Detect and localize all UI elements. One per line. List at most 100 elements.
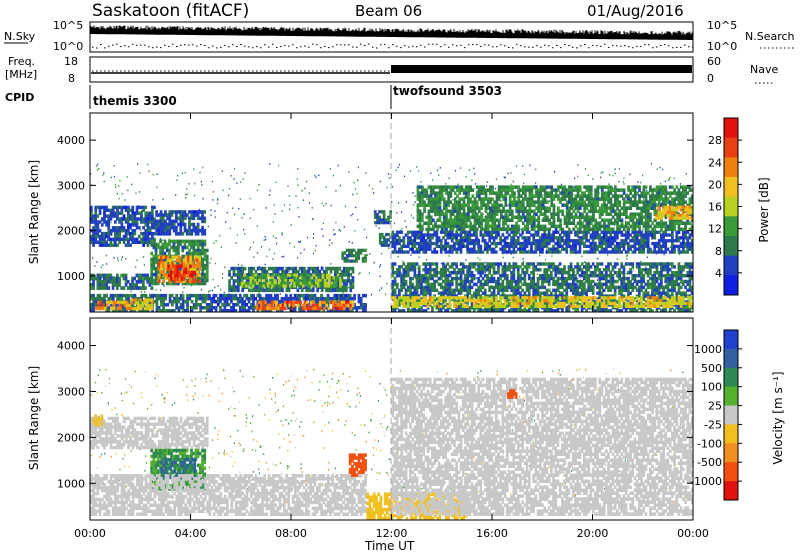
heatmap-cell xyxy=(321,289,324,293)
heatmap-cell xyxy=(162,271,165,275)
scatter-cell xyxy=(352,194,353,196)
heatmap-cell xyxy=(482,286,485,289)
heatmap-cell xyxy=(164,240,167,244)
heatmap-cell xyxy=(150,243,153,247)
scatter-cell xyxy=(365,172,366,174)
scatter-cell xyxy=(322,203,323,205)
scatter-cell xyxy=(352,242,353,244)
heatmap-cell xyxy=(405,280,408,283)
scatter-cell xyxy=(139,172,140,174)
heatmap-cell xyxy=(433,296,436,299)
heatmap-cell xyxy=(155,246,158,250)
heatmap-cell xyxy=(107,220,110,223)
heatmap-cell xyxy=(195,300,198,304)
scatter-cell xyxy=(350,215,351,217)
heatmap-cell xyxy=(107,235,110,238)
nsearch-series xyxy=(92,44,694,48)
scatter-cell xyxy=(633,269,634,271)
scatter-cell xyxy=(651,163,652,165)
heatmap-cell xyxy=(168,249,171,253)
scatter-cell xyxy=(303,199,304,201)
heatmap-cell xyxy=(535,265,538,268)
heatmap-cell xyxy=(116,209,119,212)
scatter-cell xyxy=(366,237,367,239)
heatmap-cell xyxy=(616,280,619,283)
heatmap-cell xyxy=(97,226,100,229)
scatter-cell xyxy=(475,183,476,185)
heatmap-cell xyxy=(181,249,184,253)
heatmap-cell xyxy=(524,280,527,283)
scatter-cell xyxy=(266,207,267,209)
scatter-cell xyxy=(289,209,290,211)
scatter-cell xyxy=(297,257,298,259)
heatmap-cell xyxy=(484,292,487,295)
heatmap-cell xyxy=(319,273,322,277)
heatmap-cell xyxy=(127,212,130,215)
scatter-cell xyxy=(665,181,666,183)
heatmap-cell xyxy=(184,226,187,230)
heatmap-cell xyxy=(99,229,102,232)
heatmap-cell xyxy=(607,268,610,271)
heatmap-cell xyxy=(164,246,167,250)
heatmap-cell xyxy=(407,271,410,274)
scatter-cell xyxy=(238,264,239,266)
heatmap-cell xyxy=(158,265,161,269)
heatmap-cell xyxy=(259,294,262,298)
heatmap-cell xyxy=(471,286,474,289)
scatter-cell xyxy=(338,165,339,167)
heatmap-cell xyxy=(532,274,535,277)
heatmap-cell xyxy=(99,220,102,223)
scatter-cell xyxy=(523,261,524,263)
scatter-cell xyxy=(349,171,350,173)
heatmap-cell xyxy=(436,280,439,283)
heatmap-cell xyxy=(155,252,158,256)
nsky-trace xyxy=(91,25,694,48)
heatmap-cell xyxy=(576,262,579,265)
heatmap-cell xyxy=(271,304,274,308)
scatter-cell xyxy=(215,263,216,265)
heatmap-cell xyxy=(364,294,367,298)
scatter-cell xyxy=(340,185,341,187)
scatter-cell xyxy=(602,171,603,173)
heatmap-cell xyxy=(477,277,480,280)
heatmap-cell xyxy=(506,289,509,292)
heatmap-cell xyxy=(183,265,186,269)
heatmap-cell xyxy=(519,286,522,289)
scatter-cell xyxy=(664,254,665,256)
heatmap-cell xyxy=(144,286,147,290)
scatter-cell xyxy=(410,170,411,172)
scatter-cell xyxy=(274,204,275,206)
heatmap-cell xyxy=(160,268,163,272)
heatmap-cell xyxy=(403,277,406,280)
heatmap-cell xyxy=(193,243,196,247)
heatmap-cell xyxy=(219,300,222,304)
scatter-cell xyxy=(640,261,641,263)
heatmap-cell xyxy=(127,220,130,223)
heatmap-cell xyxy=(206,261,209,265)
heatmap-cell xyxy=(416,292,419,295)
heatmap-cell xyxy=(228,279,231,283)
heatmap-cell xyxy=(252,294,255,298)
heatmap-cell xyxy=(160,210,163,214)
heatmap-cell xyxy=(104,307,107,311)
heatmap-cell xyxy=(513,268,516,271)
heatmap-cell xyxy=(110,232,113,235)
scatter-cell xyxy=(607,254,608,256)
scatter-cell xyxy=(523,183,524,185)
heatmap-cell xyxy=(177,249,180,253)
scatter-cell xyxy=(96,261,97,263)
scatter-cell xyxy=(160,289,161,291)
heatmap-cell xyxy=(189,277,192,281)
scatter-cell xyxy=(344,226,345,228)
scatter-cell xyxy=(117,193,118,195)
scatter-cell xyxy=(388,247,389,249)
heatmap-cell xyxy=(114,220,117,223)
scatter-cell xyxy=(130,291,131,293)
heatmap-cell xyxy=(411,277,414,280)
heatmap-cell xyxy=(204,279,207,283)
heatmap-cell xyxy=(198,256,201,260)
heatmap-cell xyxy=(241,297,244,301)
scatter-cell xyxy=(445,183,446,185)
heatmap-cell xyxy=(519,265,522,268)
heatmap-cell xyxy=(411,283,414,286)
